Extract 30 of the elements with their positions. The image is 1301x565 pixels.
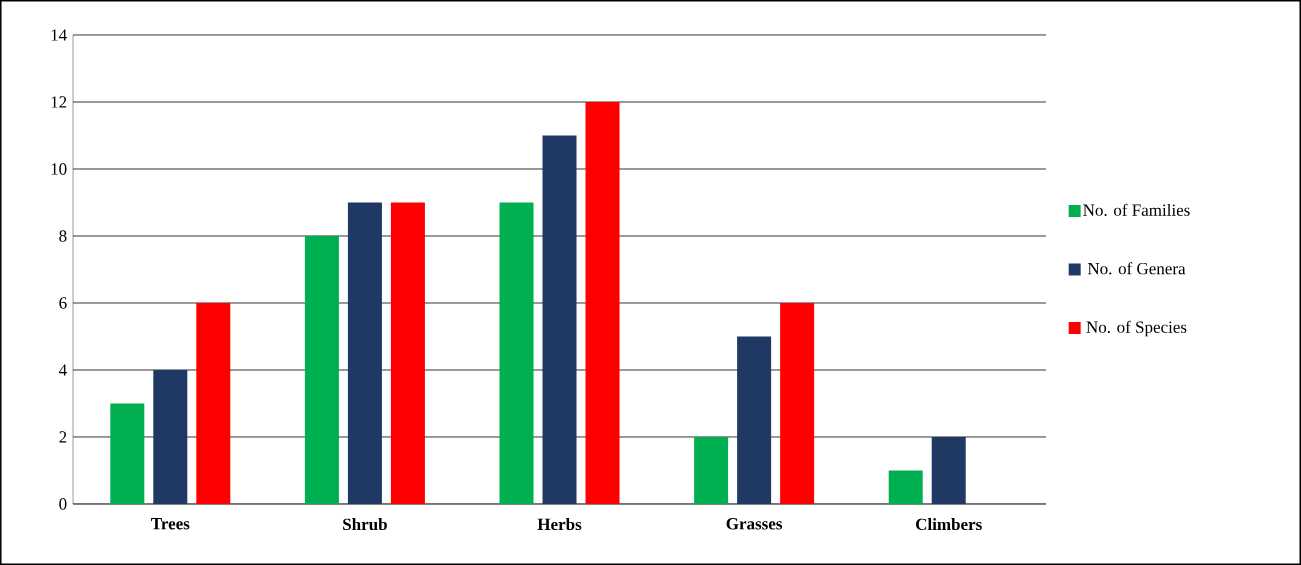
bar: [110, 403, 145, 504]
y-tick-label: 8: [59, 230, 67, 242]
bar: [542, 135, 577, 504]
x-tick-label: Trees: [151, 518, 190, 530]
x-tick-label: Herbs: [537, 518, 582, 531]
bar: [585, 101, 620, 504]
y-tick-label: 10: [51, 163, 67, 175]
bar: [196, 302, 231, 504]
legend-label: No. of Species: [1086, 320, 1187, 337]
bar: [694, 436, 729, 504]
y-tick-label: 14: [51, 29, 67, 41]
x-tick-label: Grasses: [726, 518, 783, 530]
bar: [499, 202, 534, 504]
y-tick-label: 12: [51, 96, 67, 108]
bar: [888, 470, 923, 504]
bar: [931, 436, 966, 504]
y-tick-label: 2: [59, 431, 67, 443]
bar: [780, 302, 815, 504]
y-tick-label: 4: [58, 364, 67, 376]
bar: [153, 369, 188, 504]
y-tick-label: 6: [59, 297, 67, 309]
y-tick-label: 0: [59, 498, 67, 510]
x-tick-label: Climbers: [916, 518, 982, 531]
legend-label: No. of Genera: [1087, 262, 1186, 275]
bar: [737, 336, 772, 504]
bar: [347, 202, 382, 504]
bar: [390, 202, 425, 504]
bar: [304, 235, 339, 504]
x-tick-label: Shrub: [343, 518, 387, 531]
legend-label: No. of Families: [1083, 203, 1190, 216]
